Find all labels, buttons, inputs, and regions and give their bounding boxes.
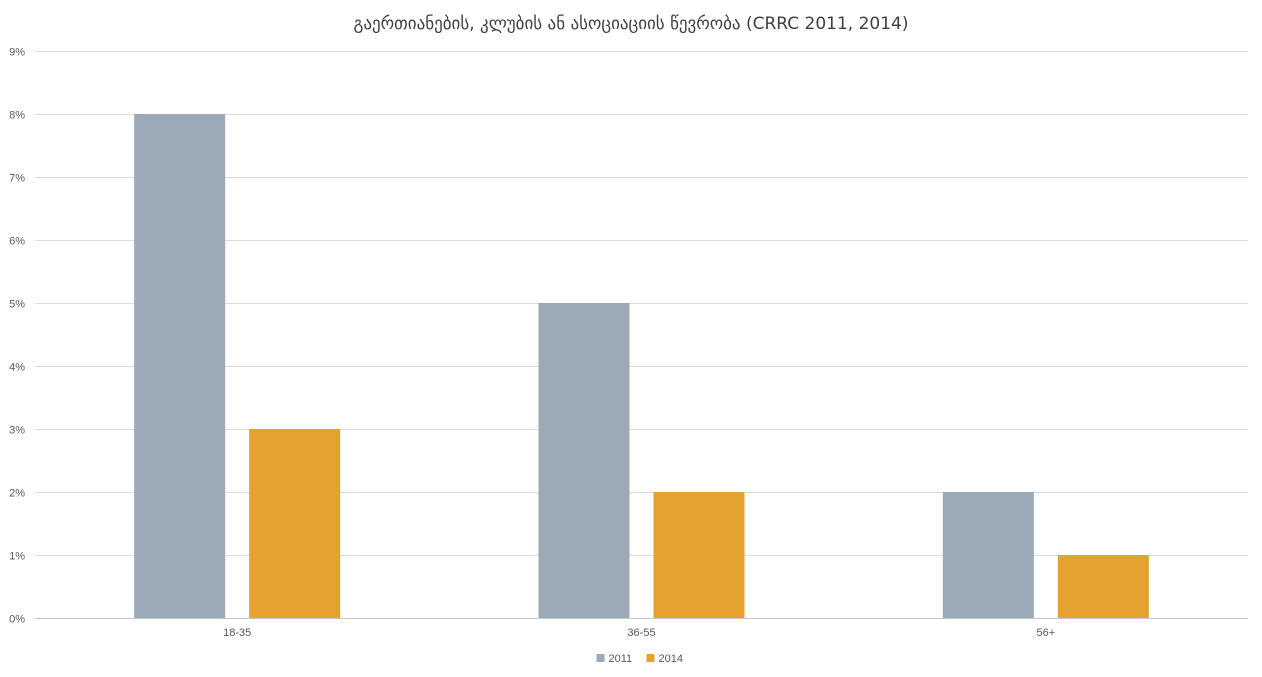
x-tick-label: 18-35 bbox=[223, 627, 251, 639]
legend-swatch-2014 bbox=[646, 654, 655, 662]
y-tick-label: 9% bbox=[9, 47, 25, 59]
bar-2011-36-55 bbox=[538, 303, 630, 618]
legend-label: 2011 bbox=[609, 653, 633, 665]
bar-2014-18-35 bbox=[249, 429, 341, 618]
y-tick-label: 8% bbox=[9, 110, 25, 122]
x-axis-ticks: 18-35 36-55 56+ bbox=[223, 627, 1055, 639]
legend-label: 2014 bbox=[659, 653, 683, 665]
chart-title: გაერთიანების, კლუბის ან ასოციაციის წევრო… bbox=[354, 14, 909, 34]
y-tick-label: 6% bbox=[9, 236, 25, 248]
y-tick-label: 0% bbox=[9, 614, 25, 626]
legend-swatch-2011 bbox=[596, 654, 605, 662]
y-tick-label: 5% bbox=[9, 299, 25, 311]
y-tick-label: 7% bbox=[9, 173, 25, 185]
y-tick-label: 4% bbox=[9, 362, 25, 374]
x-tick-label: 56+ bbox=[1036, 627, 1055, 639]
bars bbox=[134, 114, 1149, 618]
gridlines bbox=[35, 51, 1248, 619]
y-tick-label: 3% bbox=[9, 425, 25, 437]
y-tick-label: 1% bbox=[9, 551, 25, 563]
bar-2014-56+ bbox=[1057, 555, 1149, 618]
bar-2011-18-35 bbox=[134, 114, 226, 618]
bar-2011-56+ bbox=[942, 492, 1034, 618]
y-tick-label: 2% bbox=[9, 488, 25, 500]
y-axis-ticks: 0% 1% 2% 3% 4% 5% 6% 7% 8% 9% bbox=[9, 47, 25, 626]
bar-2014-36-55 bbox=[653, 492, 745, 618]
x-tick-label: 36-55 bbox=[627, 627, 655, 639]
legend: 2011 2014 bbox=[596, 653, 683, 665]
